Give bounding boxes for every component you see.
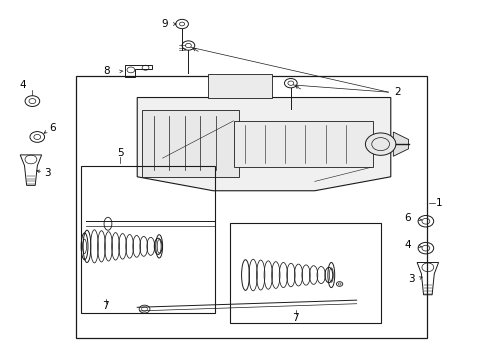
FancyBboxPatch shape <box>233 121 372 167</box>
Text: 7: 7 <box>102 301 109 311</box>
FancyBboxPatch shape <box>208 74 271 98</box>
Text: 4: 4 <box>403 240 410 250</box>
Text: 9: 9 <box>162 19 168 29</box>
Polygon shape <box>142 110 238 177</box>
Text: 3: 3 <box>407 274 414 284</box>
Text: 6: 6 <box>403 213 410 223</box>
Text: 7: 7 <box>292 313 298 323</box>
Text: 6: 6 <box>49 123 56 133</box>
Text: 2: 2 <box>393 87 400 97</box>
Text: 3: 3 <box>44 168 51 178</box>
Polygon shape <box>392 132 407 156</box>
Circle shape <box>365 133 395 155</box>
Text: 8: 8 <box>102 66 109 76</box>
Polygon shape <box>137 98 390 191</box>
Text: 5: 5 <box>117 148 123 158</box>
Text: 4: 4 <box>20 80 26 90</box>
Text: 1: 1 <box>435 198 442 208</box>
